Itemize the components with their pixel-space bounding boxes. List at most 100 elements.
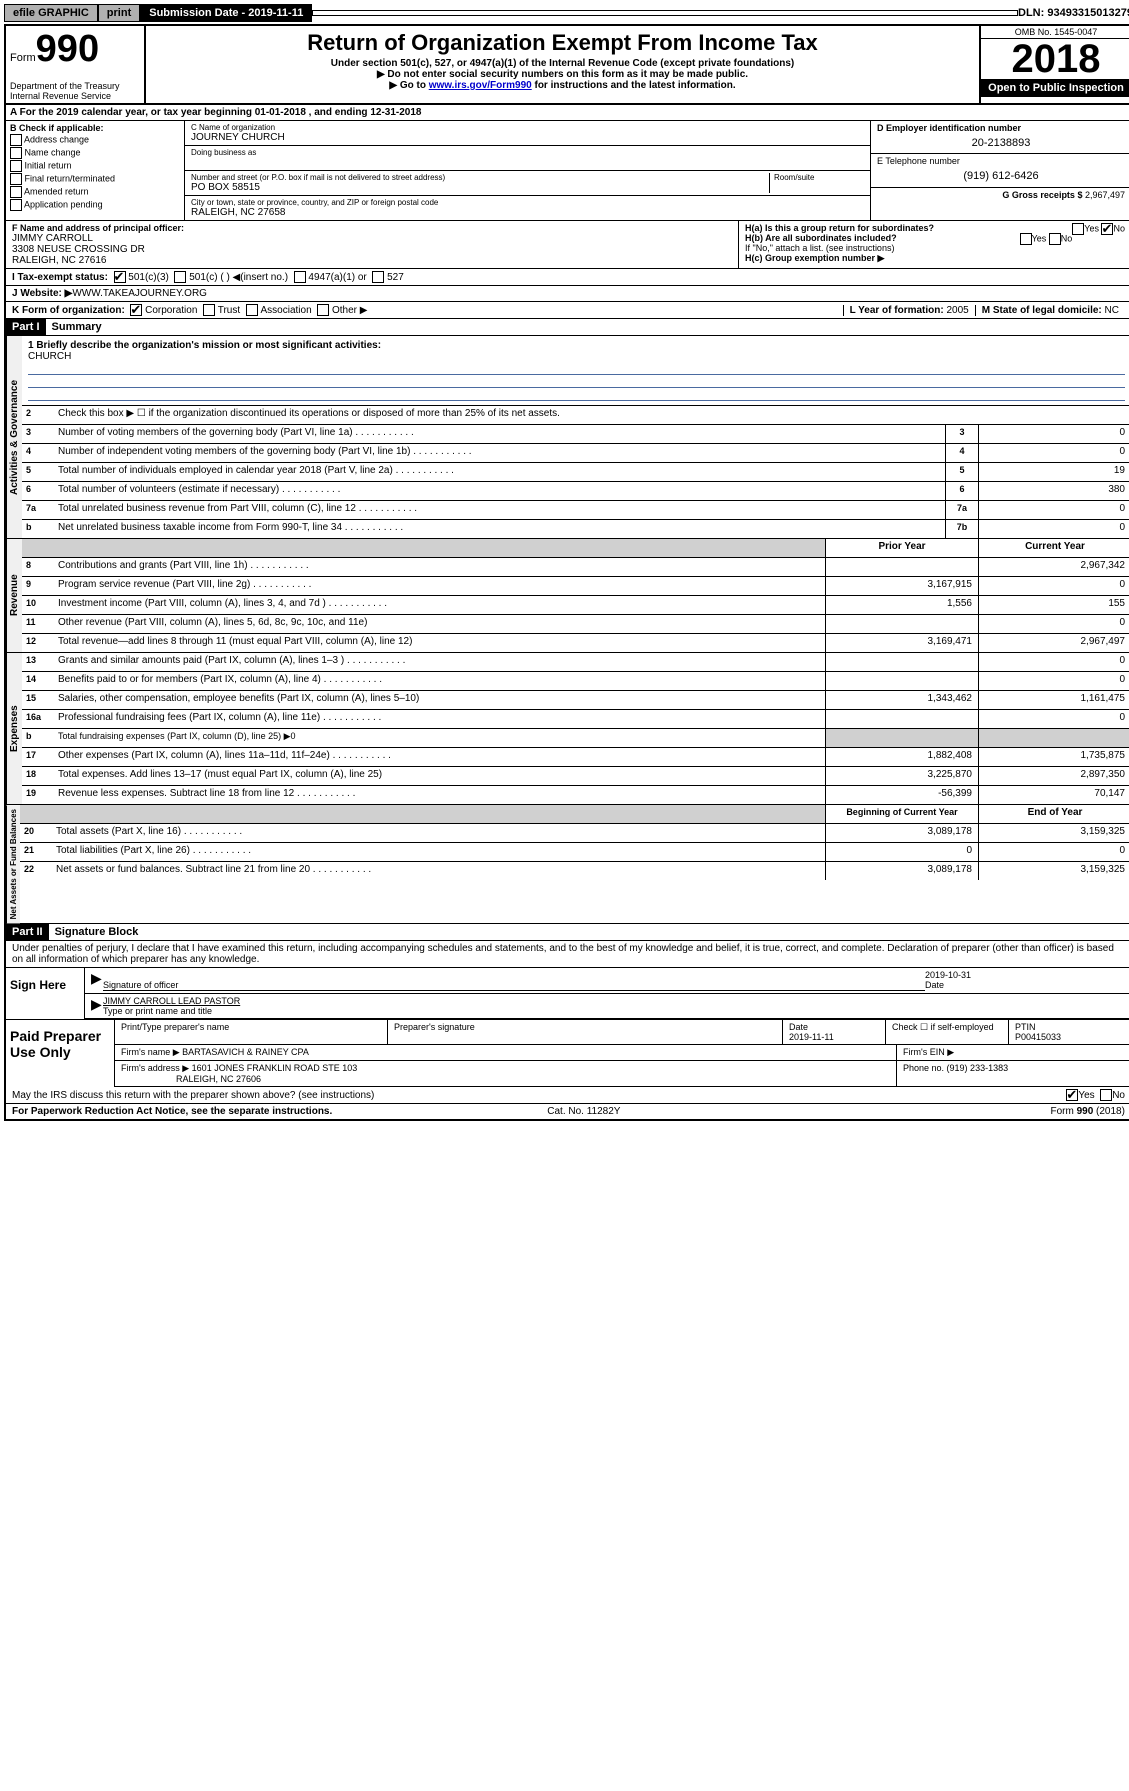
form-link[interactable]: www.irs.gov/Form990 bbox=[429, 80, 532, 91]
l13n: 13 bbox=[22, 653, 54, 671]
l8t: Contributions and grants (Part VIII, lin… bbox=[54, 558, 825, 576]
arrow-icon2: ▶ bbox=[91, 996, 103, 1016]
l9c: 0 bbox=[978, 577, 1129, 595]
l21p: 0 bbox=[825, 843, 978, 861]
vlabel-net: Net Assets or Fund Balances bbox=[6, 805, 20, 923]
l10t: Investment income (Part VIII, column (A)… bbox=[54, 596, 825, 614]
sign-here-label: Sign Here bbox=[6, 968, 85, 1019]
l16ap bbox=[825, 710, 978, 728]
note2b: for instructions and the latest informat… bbox=[532, 80, 736, 91]
sign-type-label: Type or print name and title bbox=[103, 1006, 212, 1016]
l14c: 0 bbox=[978, 672, 1129, 690]
l16bt: Total fundraising expenses (Part IX, col… bbox=[54, 729, 825, 747]
hdr-current: Current Year bbox=[978, 539, 1129, 557]
hb-no: No bbox=[1061, 233, 1073, 243]
l-label: L Year of formation: bbox=[850, 305, 947, 316]
submission-date: Submission Date - 2019-11-11 bbox=[140, 4, 312, 22]
website-label: J Website: ▶ bbox=[12, 288, 72, 299]
l8c: 2,967,342 bbox=[978, 558, 1129, 576]
form-note2: ▶ Go to www.irs.gov/Form990 for instruct… bbox=[150, 80, 975, 91]
website-val: WWW.TAKEAJOURNEY.ORG bbox=[72, 288, 207, 299]
street-val: PO BOX 58515 bbox=[191, 182, 769, 193]
perjury-text: Under penalties of perjury, I declare th… bbox=[6, 941, 1129, 967]
l11t: Other revenue (Part VIII, column (A), li… bbox=[54, 615, 825, 633]
l15n: 15 bbox=[22, 691, 54, 709]
footer-cat: Cat. No. 11282Y bbox=[547, 1106, 620, 1117]
ha-no: No bbox=[1113, 223, 1125, 233]
l19t: Revenue less expenses. Subtract line 18 … bbox=[54, 786, 825, 804]
501c: 501(c) ( ) ◀(insert no.) bbox=[189, 272, 288, 283]
line4-text: Number of independent voting members of … bbox=[54, 444, 945, 462]
line5-no: 5 bbox=[945, 463, 978, 481]
ptin-label: PTIN bbox=[1015, 1022, 1036, 1032]
prep-hdate: Date bbox=[789, 1022, 808, 1032]
hc-label: H(c) Group exemption number ▶ bbox=[745, 253, 1125, 264]
ein-label: D Employer identification number bbox=[877, 123, 1125, 133]
l13c: 0 bbox=[978, 653, 1129, 671]
chk-pending: Application pending bbox=[24, 199, 103, 209]
l10n: 10 bbox=[22, 596, 54, 614]
l12p: 3,169,471 bbox=[825, 634, 978, 652]
l21t: Total liabilities (Part X, line 26) bbox=[52, 843, 825, 861]
sign-date: 2019-10-31 bbox=[925, 970, 971, 980]
l9p: 3,167,915 bbox=[825, 577, 978, 595]
l20p: 3,089,178 bbox=[825, 824, 978, 842]
l14t: Benefits paid to or for members (Part IX… bbox=[54, 672, 825, 690]
l18t: Total expenses. Add lines 13–17 (must eq… bbox=[54, 767, 825, 785]
prep-hsig: Preparer's signature bbox=[388, 1020, 783, 1044]
tax-status-label: I Tax-exempt status: bbox=[12, 272, 108, 283]
ha-yes: Yes bbox=[1084, 223, 1099, 233]
gross-label: G Gross receipts $ bbox=[1002, 190, 1085, 200]
chk-name: Name change bbox=[25, 147, 81, 157]
l8p bbox=[825, 558, 978, 576]
l18p: 3,225,870 bbox=[825, 767, 978, 785]
l17t: Other expenses (Part IX, column (A), lin… bbox=[54, 748, 825, 766]
l16at: Professional fundraising fees (Part IX, … bbox=[54, 710, 825, 728]
line7a-val: 0 bbox=[978, 501, 1129, 519]
l14p bbox=[825, 672, 978, 690]
prep-date: 2019-11-11 bbox=[789, 1032, 834, 1042]
chk-initial: Initial return bbox=[25, 160, 72, 170]
footer-form: Form 990 (2018) bbox=[1050, 1106, 1125, 1117]
l18n: 18 bbox=[22, 767, 54, 785]
mission-text: CHURCH bbox=[28, 351, 1125, 362]
firm-addr2: RALEIGH, NC 27606 bbox=[176, 1074, 261, 1084]
line2: Check this box ▶ ☐ if the organization d… bbox=[54, 406, 1129, 424]
form-title: Return of Organization Exempt From Incom… bbox=[150, 30, 975, 56]
discuss-no: No bbox=[1112, 1090, 1125, 1101]
l12t: Total revenue—add lines 8 through 11 (mu… bbox=[54, 634, 825, 652]
room-label: Room/suite bbox=[774, 173, 864, 182]
l12c: 2,967,497 bbox=[978, 634, 1129, 652]
sig-officer-label: Signature of officer bbox=[103, 980, 178, 990]
firm-addr-label: Firm's address ▶ bbox=[121, 1063, 189, 1073]
l22c: 3,159,325 bbox=[978, 862, 1129, 880]
hb-yes: Yes bbox=[1032, 233, 1047, 243]
l13t: Grants and similar amounts paid (Part IX… bbox=[54, 653, 825, 671]
part2-sub: Signature Block bbox=[49, 926, 139, 938]
l19c: 70,147 bbox=[978, 786, 1129, 804]
street-label: Number and street (or P.O. box if mail i… bbox=[191, 173, 769, 182]
mission-label: 1 Briefly describe the organization's mi… bbox=[28, 340, 1125, 351]
line7b-no: 7b bbox=[945, 520, 978, 538]
phone-label: E Telephone number bbox=[877, 156, 1125, 166]
open-inspection: Open to Public Inspection bbox=[981, 79, 1129, 97]
l10p: 1,556 bbox=[825, 596, 978, 614]
discuss-text: May the IRS discuss this return with the… bbox=[12, 1090, 374, 1101]
m-label: M State of legal domicile: bbox=[982, 305, 1105, 316]
form-note1: ▶ Do not enter social security numbers o… bbox=[150, 69, 975, 80]
vlabel-gov: Activities & Governance bbox=[6, 336, 22, 538]
prep-hname: Print/Type preparer's name bbox=[115, 1020, 388, 1044]
part1-header: Part I bbox=[6, 319, 46, 335]
ha-label: H(a) Is this a group return for subordin… bbox=[745, 223, 934, 233]
firm-addr1: 1601 JONES FRANKLIN ROAD STE 103 bbox=[192, 1063, 358, 1073]
chk-final: Final return/terminated bbox=[25, 173, 116, 183]
city-val: RALEIGH, NC 27658 bbox=[191, 207, 864, 218]
firm-ein-label: Firm's EIN ▶ bbox=[897, 1045, 1129, 1060]
line7a-text: Total unrelated business revenue from Pa… bbox=[54, 501, 945, 519]
form-number: Form990 bbox=[10, 28, 140, 71]
sign-date-label: Date bbox=[925, 980, 944, 990]
l15t: Salaries, other compensation, employee b… bbox=[54, 691, 825, 709]
print-button[interactable]: print bbox=[98, 4, 140, 22]
l22p: 3,089,178 bbox=[825, 862, 978, 880]
phone-val: (919) 612-6426 bbox=[877, 170, 1125, 182]
